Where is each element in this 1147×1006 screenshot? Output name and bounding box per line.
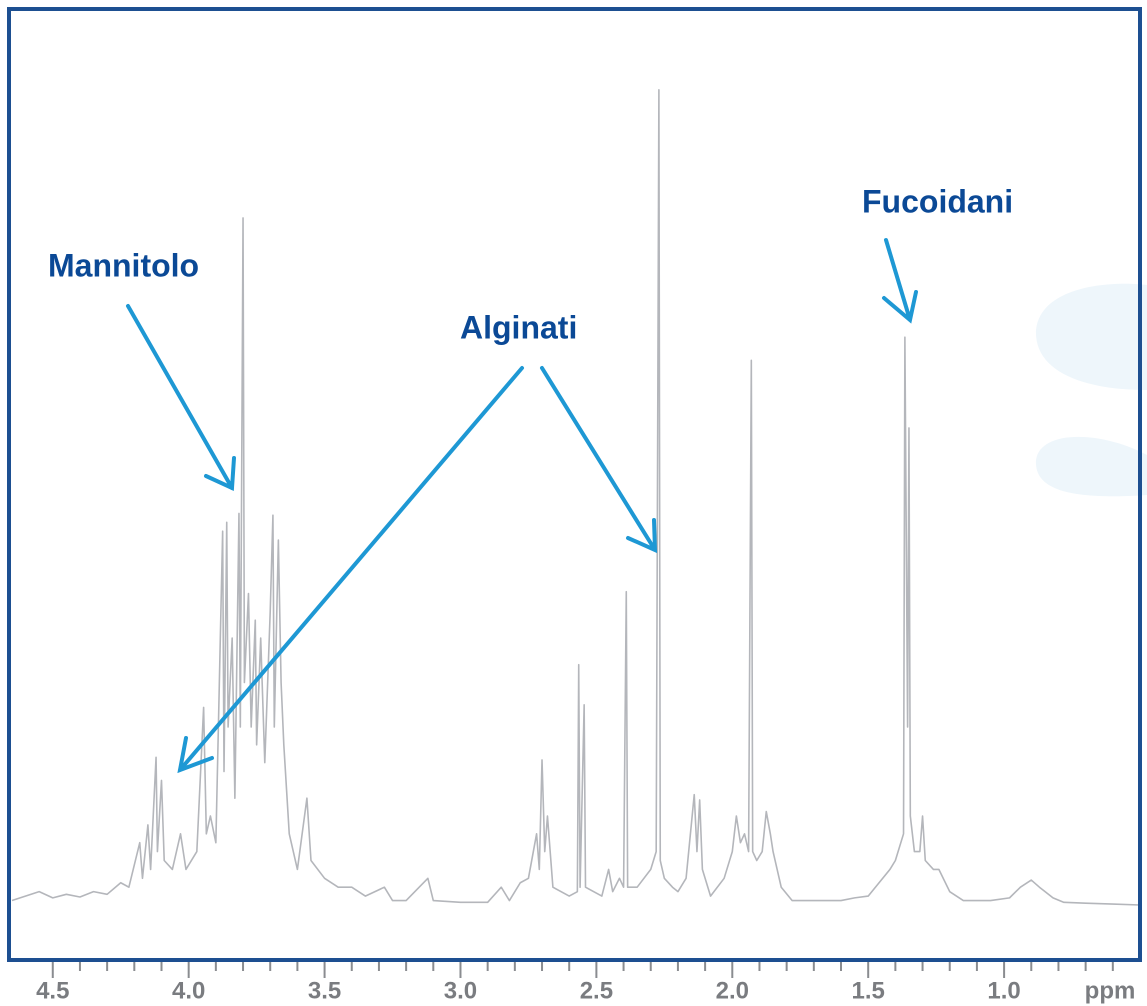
arrow — [540, 366, 658, 554]
annotation: Alginati — [460, 309, 577, 345]
annotation: Fucoidani — [862, 183, 1013, 219]
x-tick-label: 1.5 — [852, 977, 885, 1004]
x-tick-label: 2.0 — [716, 977, 749, 1004]
x-tick-label: 2.5 — [580, 977, 613, 1004]
arrow — [177, 366, 524, 774]
x-tick-label: 3.0 — [444, 977, 477, 1004]
x-tick-label: 1.0 — [987, 977, 1020, 1004]
decoration — [1035, 436, 1147, 497]
x-tick-label: 3.5 — [308, 977, 341, 1004]
decoration — [1035, 283, 1147, 390]
spectrum-line — [11, 88, 1141, 906]
x-tick-label: 4.0 — [172, 977, 205, 1004]
arrow — [126, 304, 236, 492]
x-axis-label: ppm — [1085, 977, 1136, 1004]
arrow — [882, 238, 918, 324]
arrows — [126, 238, 918, 774]
frame — [7, 7, 1142, 962]
annotation: Mannitolo — [48, 247, 199, 283]
x-tick-label: 4.5 — [36, 977, 69, 1004]
plot-area — [11, 88, 1141, 906]
